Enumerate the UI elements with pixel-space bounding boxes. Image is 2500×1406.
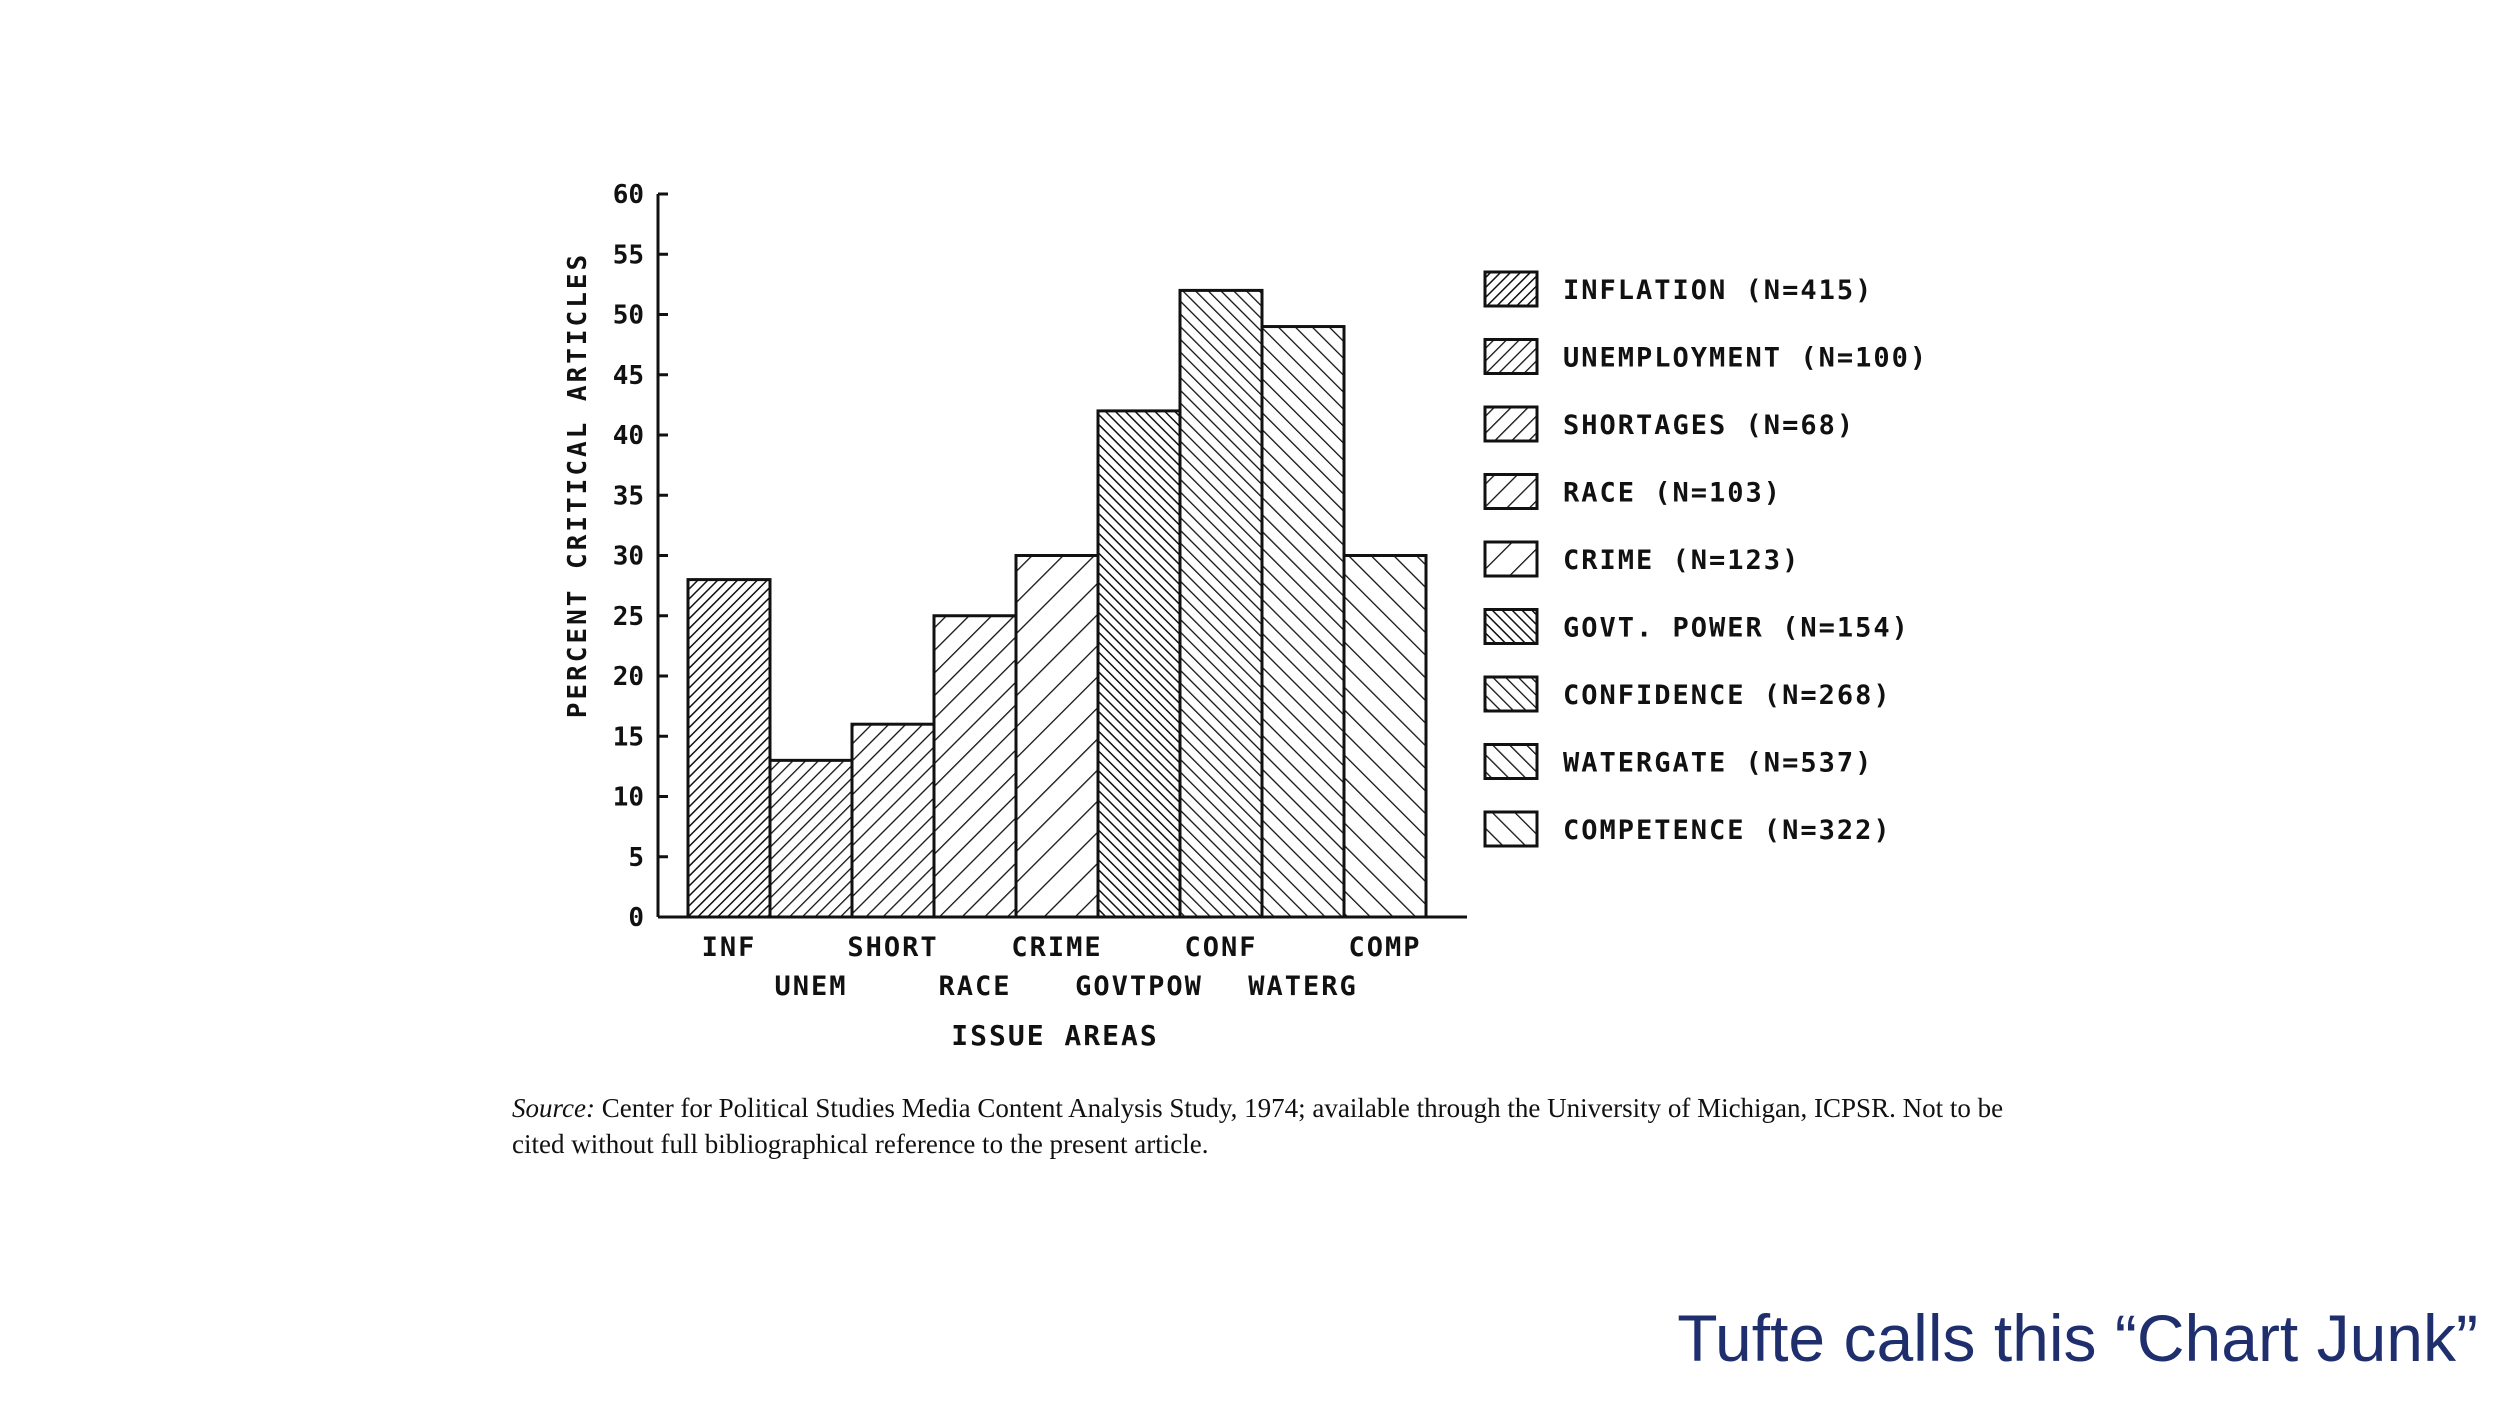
y-tick-label: 60 — [613, 180, 644, 210]
x-tick-label: WATERG — [1248, 971, 1358, 1002]
x-tick-label: CONF — [1184, 932, 1257, 963]
bar-short — [850, 722, 936, 919]
legend-swatch — [1483, 473, 1539, 510]
bars — [686, 288, 1428, 919]
legend-label: UNEMPLOYMENT (N=100) — [1563, 343, 1928, 374]
legend-label: GOVT. POWER (N=154) — [1563, 613, 1910, 644]
y-tick-label: 5 — [628, 843, 644, 873]
bar-unem — [768, 758, 854, 919]
x-tick-label: SHORT — [847, 932, 938, 963]
bar-conf — [1178, 288, 1264, 919]
bar-race — [932, 614, 1018, 919]
bar-govtpow — [1096, 409, 1182, 919]
y-axis: 0 5 10 15 20 25 30 35 40 45 50 55 60 — [613, 180, 668, 933]
legend-swatch — [1483, 810, 1539, 848]
y-tick-label: 20 — [613, 662, 644, 692]
legend: INFLATION (N=415) UNEMPLOYMENT (N=100) SHO… — [1483, 270, 1928, 848]
x-tick-label: RACE — [938, 971, 1011, 1002]
y-tick-label: 15 — [613, 722, 644, 752]
y-tick-label: 25 — [613, 602, 644, 632]
y-tick-label: 0 — [628, 903, 644, 933]
y-tick-label: 10 — [613, 783, 644, 813]
source-text: Center for Political Studies Media Conte… — [512, 1093, 2004, 1159]
x-tick-label: COMP — [1348, 932, 1421, 963]
legend-swatch — [1483, 405, 1539, 443]
legend-swatch — [1483, 608, 1539, 645]
legend-swatch — [1483, 338, 1539, 375]
bar-waterg — [1260, 325, 1346, 919]
x-axis-label: ISSUE AREAS — [951, 1019, 1158, 1052]
y-tick-label: 50 — [613, 301, 644, 331]
legend-label: INFLATION (N=415) — [1563, 275, 1873, 306]
legend-swatch — [1483, 743, 1539, 780]
y-tick-label: 55 — [613, 240, 644, 270]
bar-inf — [686, 578, 772, 919]
y-tick-label: 40 — [613, 421, 644, 451]
legend-label: COMPETENCE (N=322) — [1563, 815, 1892, 846]
y-axis-label: PERCENT CRITICAL ARTICLES — [563, 252, 593, 718]
x-tick-label: GOVTPOW — [1075, 971, 1203, 1002]
x-tick-label: UNEM — [774, 971, 847, 1002]
y-tick-label: 35 — [613, 481, 644, 511]
source-label: Source: — [512, 1093, 595, 1123]
legend-label: RACE (N=103) — [1563, 478, 1782, 509]
y-tick-label: 30 — [613, 542, 644, 572]
legend-swatch — [1483, 270, 1539, 308]
slide-caption: Tufte calls this “Chart Junk” — [1677, 1301, 2478, 1375]
x-tick-label: INF — [702, 932, 757, 963]
source-note: Source: Center for Political Studies Med… — [512, 1090, 2012, 1162]
legend-label: CONFIDENCE (N=268) — [1563, 680, 1892, 711]
legend-label: CRIME (N=123) — [1563, 545, 1800, 576]
legend-swatch — [1483, 540, 1539, 578]
legend-label: WATERGATE (N=537) — [1563, 748, 1873, 779]
y-tick-label: 45 — [613, 361, 644, 391]
bar-comp — [1342, 554, 1428, 919]
x-tick-label: CRIME — [1011, 932, 1102, 963]
bar-crime — [1014, 554, 1100, 919]
legend-label: SHORTAGES (N=68) — [1563, 410, 1855, 441]
legend-swatch — [1483, 675, 1539, 713]
